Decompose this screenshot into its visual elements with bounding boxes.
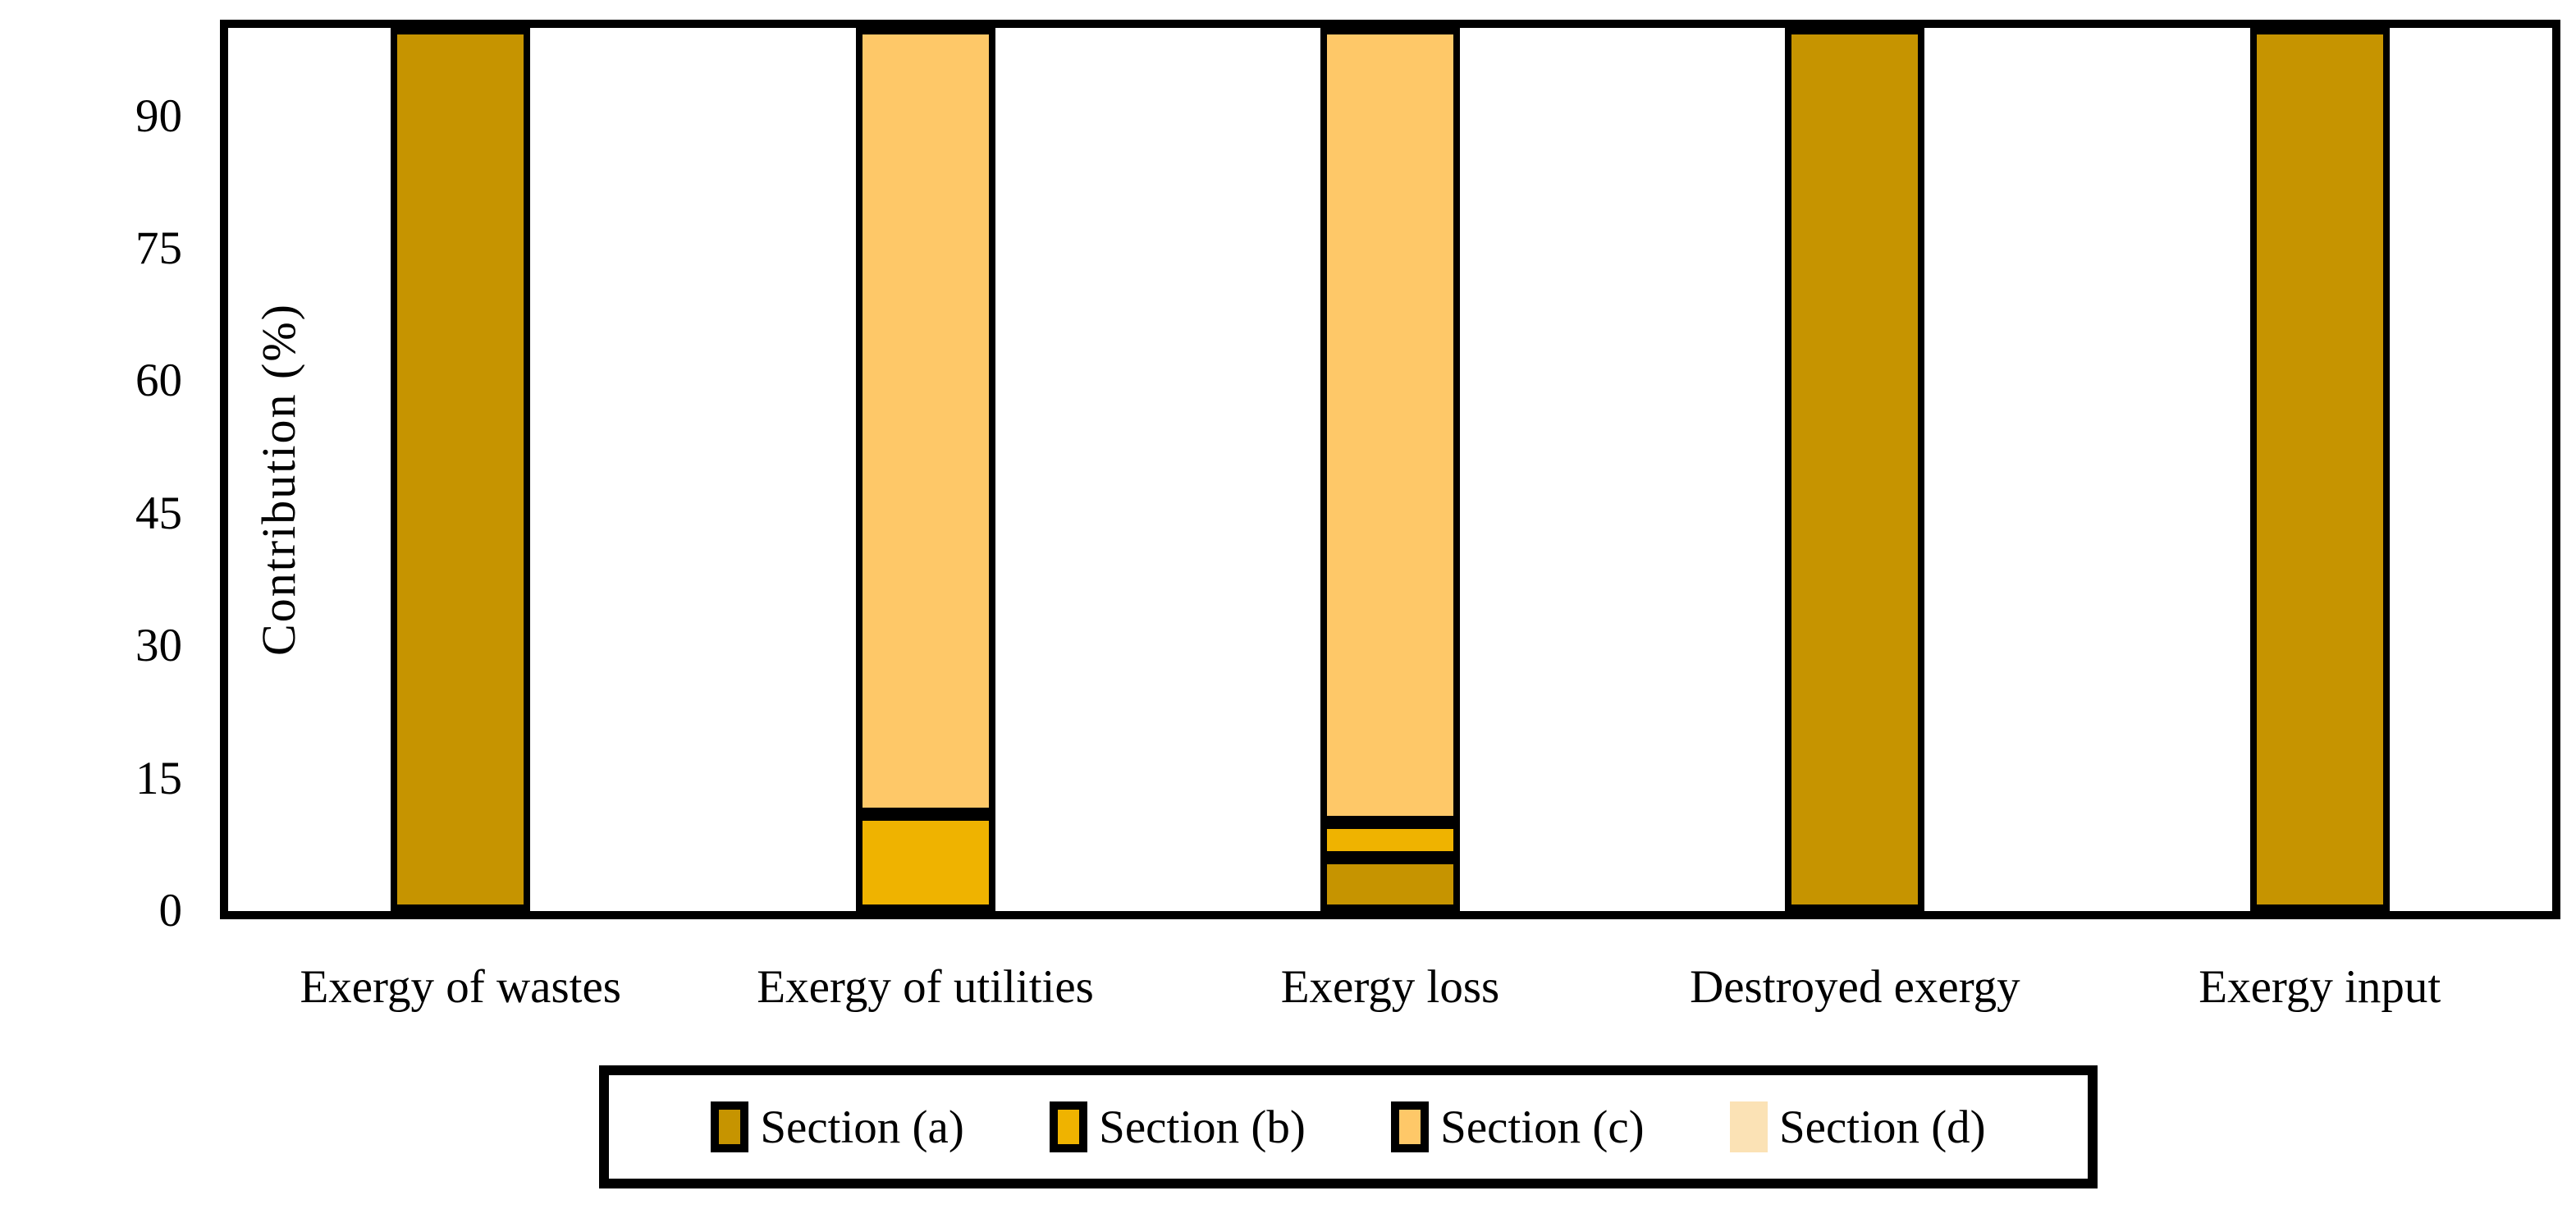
y-tick-label: 0 (158, 885, 183, 937)
y-tick-label: 15 (135, 752, 182, 804)
y-tick-label: 30 (135, 620, 182, 672)
y-tick-label: 90 (135, 89, 182, 142)
bar-exergy-of-utilities (855, 28, 995, 911)
bar-segment-section-c- (855, 28, 995, 814)
legend-item-section-a-: Section (a) (711, 1101, 964, 1154)
legend-swatch-icon (1050, 1101, 1088, 1152)
legend-swatch-icon (711, 1101, 749, 1152)
legend-label: Section (d) (1778, 1101, 1986, 1153)
y-tick-label: 75 (135, 222, 182, 274)
bar-segment-section-a- (1320, 858, 1460, 911)
bar-exergy-input (2249, 28, 2390, 911)
y-axis-title: Contribution (%) (252, 303, 305, 656)
legend: Section (a) Section (b) Section (c) Section… (599, 1065, 2098, 1188)
category-label: Destroyed exergy (1690, 961, 2020, 1013)
legend-label: Section (c) (1440, 1101, 1645, 1153)
legend-swatch-icon (1391, 1101, 1430, 1152)
y-tick-label: 60 (135, 355, 182, 407)
bar-segment-section-a- (391, 28, 531, 911)
y-tick-label: 45 (135, 487, 182, 539)
legend-swatch-icon (1729, 1101, 1768, 1152)
bar-segment-section-a- (2249, 28, 2390, 911)
legend-label: Section (a) (760, 1101, 964, 1153)
category-label: Exergy of utilities (757, 961, 1094, 1013)
bar-segment-section-c- (1320, 28, 1460, 823)
bar-segment-section-a- (1785, 28, 1925, 911)
legend-item-section-c-: Section (c) (1391, 1101, 1645, 1154)
category-label: Exergy loss (1280, 961, 1500, 1013)
bar-segment-section-b- (855, 813, 995, 911)
category-label: Exergy of wastes (300, 961, 621, 1013)
category-label: Exergy input (2199, 961, 2441, 1013)
legend-label: Section (b) (1099, 1101, 1306, 1153)
bar-destroyed-exergy (1785, 28, 1925, 911)
bar-segment-section-b- (1320, 822, 1460, 859)
bar-exergy-loss (1320, 28, 1460, 911)
bar-exergy-of-wastes (391, 28, 531, 911)
legend-item-section-b-: Section (b) (1050, 1101, 1306, 1154)
legend-item-section-d-: Section (d) (1729, 1101, 1986, 1154)
